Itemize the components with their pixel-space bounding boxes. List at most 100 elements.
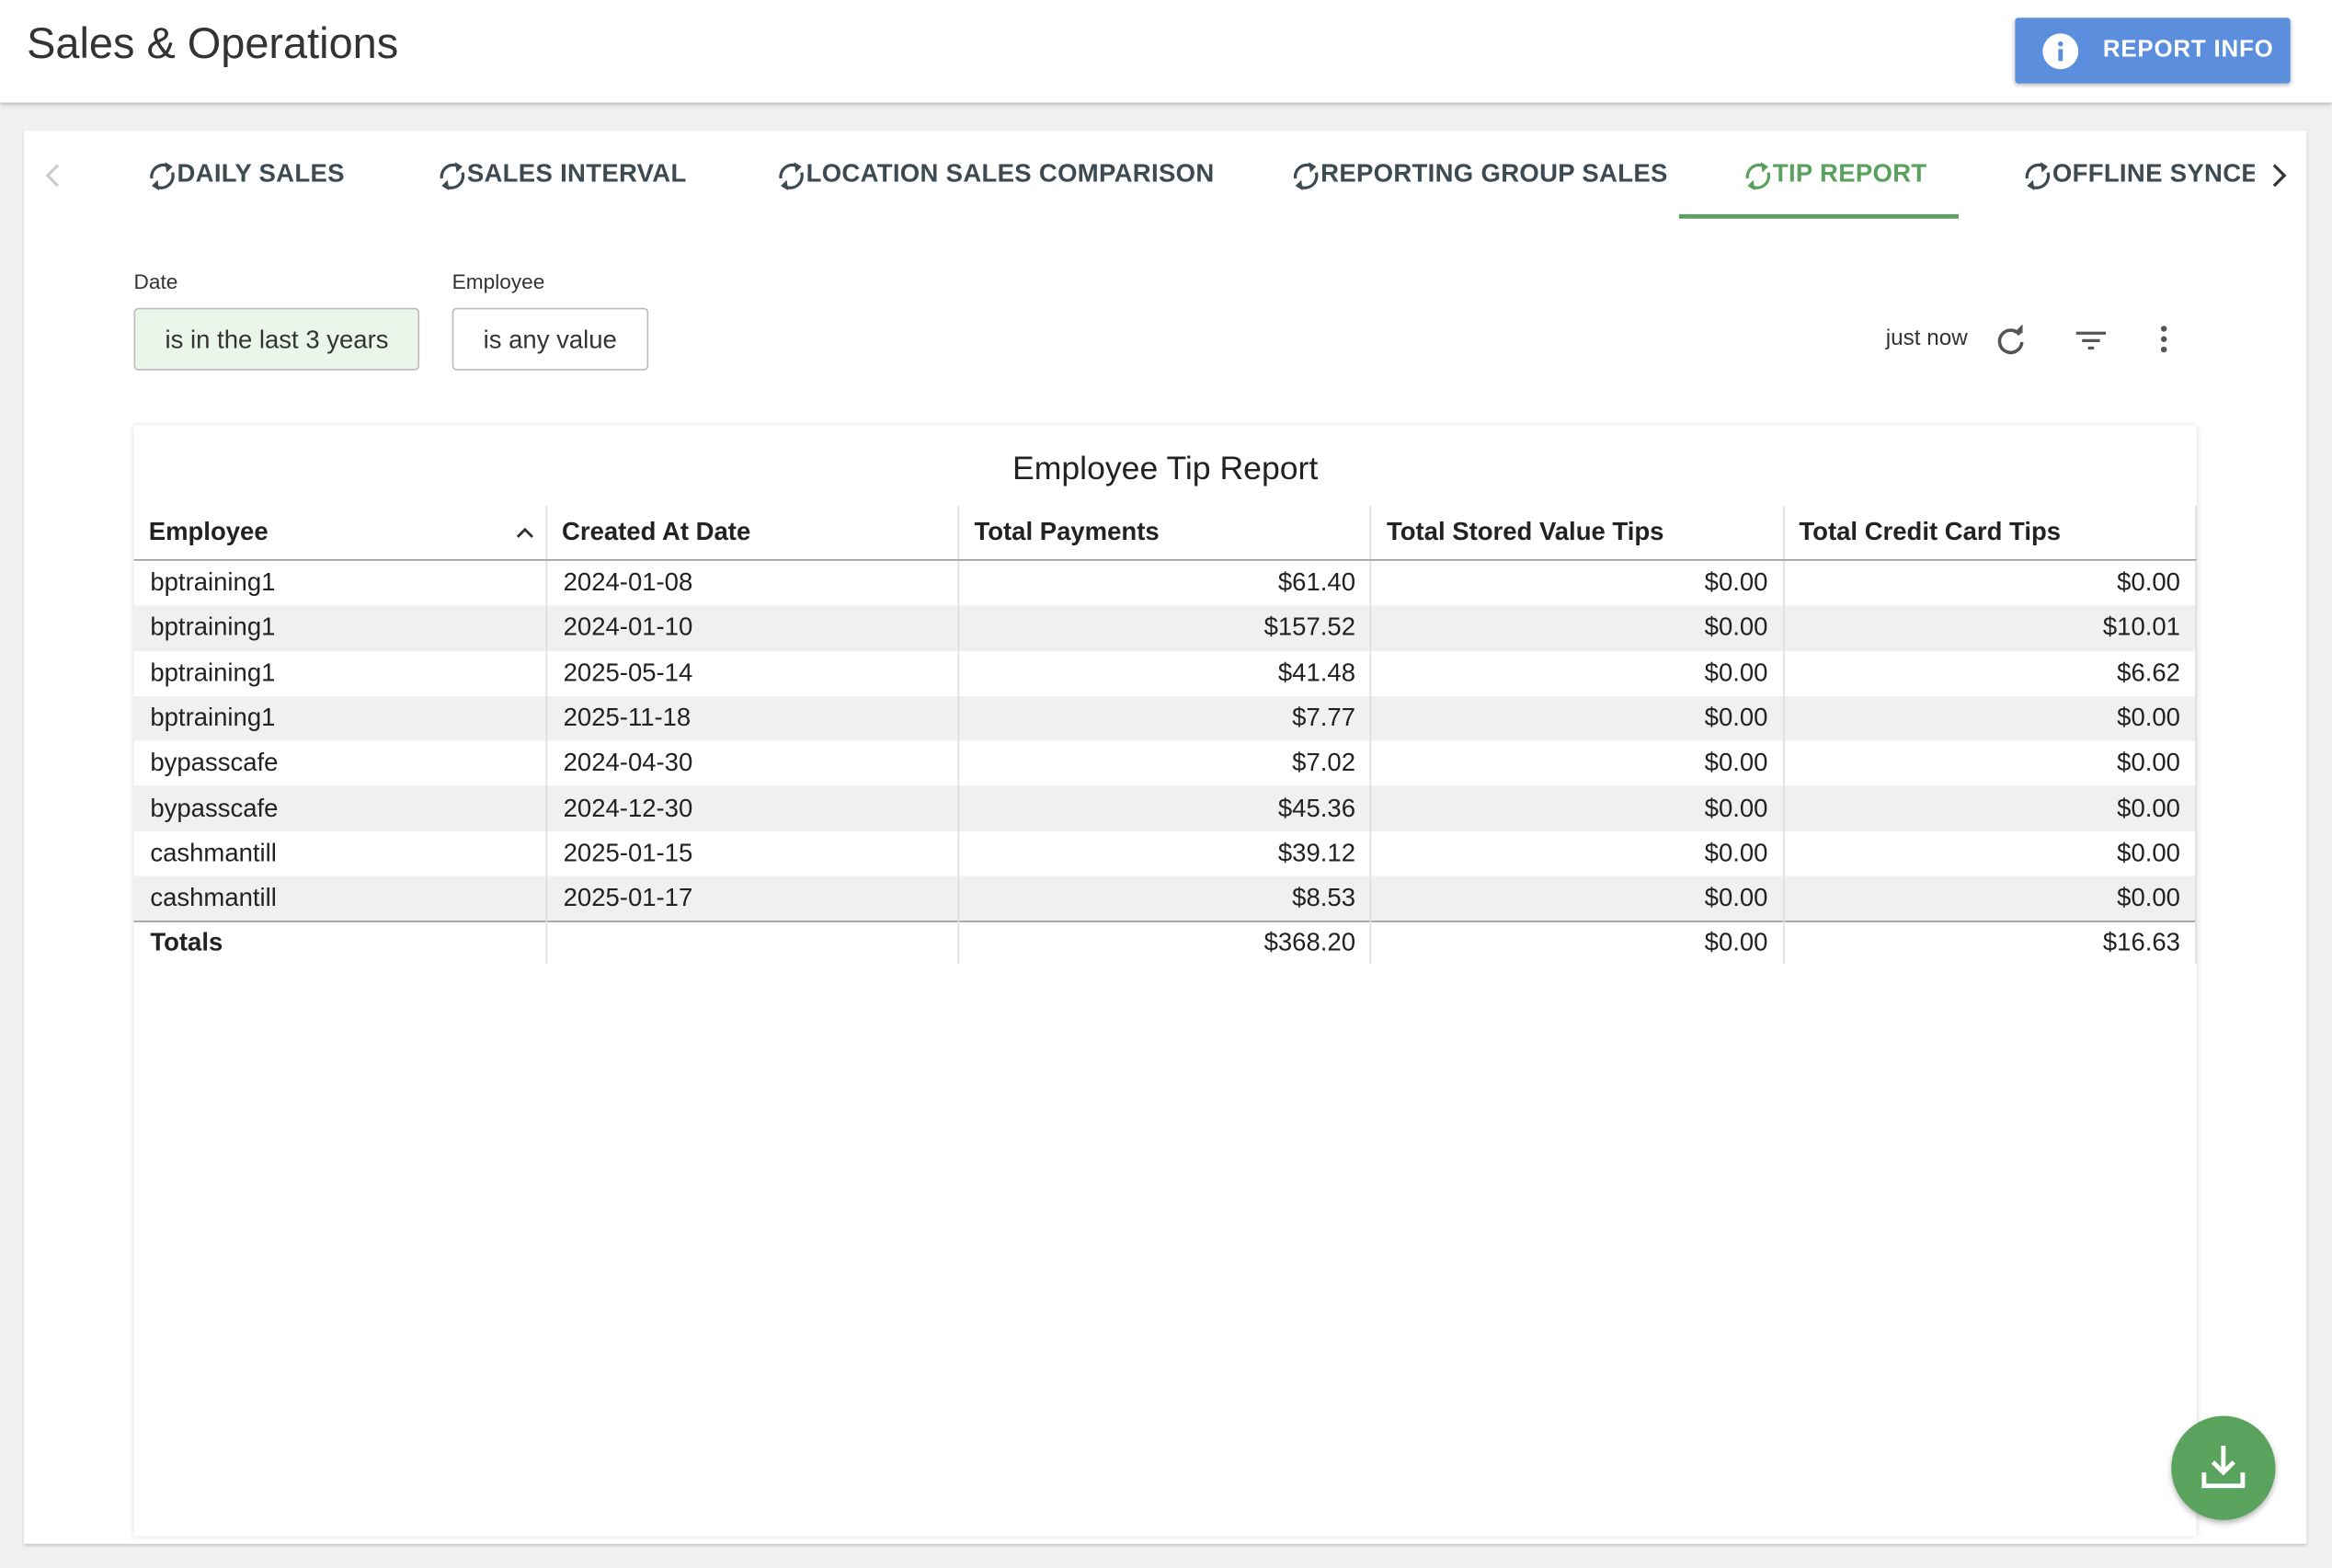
total-cell: $0.00 bbox=[1370, 921, 1785, 965]
cell: $41.48 bbox=[958, 650, 1372, 696]
cell: cashmantill bbox=[133, 830, 547, 876]
report-info-button[interactable]: REPORT INFO bbox=[2015, 17, 2291, 84]
column-header[interactable]: Total Stored Value Tips bbox=[1370, 505, 1785, 561]
cell: $0.00 bbox=[1783, 740, 2197, 786]
tab-underline bbox=[1678, 213, 1959, 219]
cell: $8.53 bbox=[958, 876, 1372, 922]
table-row: bptraining1 2025-11-18 $7.77 $0.00 $0.00 bbox=[133, 695, 2197, 741]
tab[interactable]: REPORTING GROUP SALES bbox=[1293, 159, 1668, 191]
table-row: bypasscafe 2024-12-30 $45.36 $0.00 $0.00 bbox=[133, 785, 2197, 831]
cell: 2025-01-17 bbox=[546, 876, 960, 922]
table-row: bptraining1 2025-05-14 $41.48 $0.00 $6.62 bbox=[133, 650, 2197, 696]
total-cell: Totals bbox=[133, 921, 547, 965]
info-icon bbox=[2042, 33, 2079, 70]
cell: $0.00 bbox=[1370, 830, 1785, 876]
filter-value[interactable]: is any value bbox=[452, 307, 648, 371]
page-title: Sales & Operations bbox=[27, 20, 399, 69]
tab-label: OFFLINE SYNCED bbox=[2052, 159, 2278, 188]
table-row: bptraining1 2024-01-10 $157.52 $0.00 $10.01 bbox=[133, 605, 2197, 651]
total-cell: $16.63 bbox=[1783, 921, 2197, 965]
cell: bypasscafe bbox=[133, 785, 547, 831]
header-row: Employee Created At Date Total Payments Tot… bbox=[133, 505, 2197, 561]
cell: bptraining1 bbox=[133, 559, 547, 606]
sync-icon bbox=[150, 162, 175, 191]
cell: 2024-12-30 bbox=[546, 785, 960, 831]
tab[interactable]: SALES INTERVAL bbox=[440, 159, 687, 191]
status-text: just now bbox=[1885, 326, 1968, 351]
sync-icon bbox=[1293, 162, 1319, 191]
refresh-button[interactable] bbox=[1995, 324, 2028, 358]
report-card: DAILY SALES SALES INTERVAL LOCATION SALES … bbox=[23, 131, 2307, 1544]
column-header[interactable]: Total Payments bbox=[958, 505, 1372, 561]
cell: $0.00 bbox=[1783, 876, 2197, 922]
cell: $0.00 bbox=[1370, 650, 1785, 696]
table-row: cashmantill 2025-01-17 $8.53 $0.00 $0.00 bbox=[133, 876, 2197, 922]
cell: bptraining1 bbox=[133, 605, 547, 651]
cell: $0.00 bbox=[1370, 785, 1785, 831]
cell: $0.00 bbox=[1370, 559, 1785, 606]
sync-icon bbox=[779, 162, 804, 191]
tab-bar: DAILY SALES SALES INTERVAL LOCATION SALES … bbox=[24, 131, 2307, 221]
more-button[interactable] bbox=[2154, 323, 2175, 356]
cell: $61.40 bbox=[958, 559, 1372, 606]
cell: $0.00 bbox=[1783, 785, 2197, 831]
cell: $0.00 bbox=[1783, 830, 2197, 876]
cell: $0.00 bbox=[1783, 559, 2197, 606]
column-header[interactable]: Total Credit Card Tips bbox=[1783, 505, 2197, 561]
cell: 2024-01-10 bbox=[546, 605, 960, 651]
tab-label: TIP REPORT bbox=[1772, 159, 1927, 188]
filter-value[interactable]: is in the last 3 years bbox=[133, 307, 420, 371]
cell: $0.00 bbox=[1370, 740, 1785, 786]
cell: $45.36 bbox=[958, 785, 1372, 831]
sync-icon bbox=[440, 162, 465, 191]
cell: bptraining1 bbox=[133, 650, 547, 696]
cell: $0.00 bbox=[1783, 695, 2197, 741]
download-icon bbox=[2201, 1446, 2246, 1489]
filter-label: Employee bbox=[452, 269, 545, 293]
table-row: bptraining1 2024-01-08 $61.40 $0.00 $0.00 bbox=[133, 559, 2197, 606]
tab[interactable]: OFFLINE SYNCED bbox=[2025, 159, 2278, 191]
cell: 2025-01-15 bbox=[546, 830, 960, 876]
cell: 2024-01-08 bbox=[546, 559, 960, 606]
header: Sales & Operations REPORT INFO bbox=[0, 0, 2332, 103]
sync-icon bbox=[1745, 162, 1771, 191]
download-button[interactable] bbox=[2171, 1415, 2276, 1520]
cell: cashmantill bbox=[133, 876, 547, 922]
cell: bptraining1 bbox=[133, 695, 547, 741]
cell: 2025-11-18 bbox=[546, 695, 960, 741]
cell: $7.77 bbox=[958, 695, 1372, 741]
tab-next[interactable] bbox=[2254, 131, 2307, 221]
cell: $157.52 bbox=[958, 605, 1372, 651]
cell: $10.01 bbox=[1783, 605, 2197, 651]
filter-button[interactable] bbox=[2075, 326, 2108, 355]
tab-prev[interactable] bbox=[41, 161, 65, 190]
tab[interactable]: TIP REPORT bbox=[1745, 159, 1927, 191]
table-panel: Employee Tip Report Employee Created At D… bbox=[133, 425, 2197, 1537]
tab-label: SALES INTERVAL bbox=[466, 159, 687, 188]
cell: $7.02 bbox=[958, 740, 1372, 786]
cell: 2025-05-14 bbox=[546, 650, 960, 696]
tip-table: Employee Created At Date Total Payments Tot… bbox=[133, 505, 2197, 965]
table-row: cashmantill 2025-01-15 $39.12 $0.00 $0.00 bbox=[133, 830, 2197, 876]
cell: $39.12 bbox=[958, 830, 1372, 876]
filter-label: Date bbox=[133, 269, 178, 293]
total-cell bbox=[546, 921, 960, 965]
cell: $6.62 bbox=[1783, 650, 2197, 696]
total-cell: $368.20 bbox=[958, 921, 1372, 965]
tab-label: REPORTING GROUP SALES bbox=[1320, 159, 1668, 188]
tab-next-icon bbox=[2272, 164, 2287, 188]
tab-label: LOCATION SALES COMPARISON bbox=[806, 159, 1215, 188]
tab[interactable]: DAILY SALES bbox=[150, 159, 345, 191]
tab-label: DAILY SALES bbox=[177, 159, 345, 188]
table-row: bypasscafe 2024-04-30 $7.02 $0.00 $0.00 bbox=[133, 740, 2197, 786]
tab[interactable]: LOCATION SALES COMPARISON bbox=[779, 159, 1215, 191]
sync-icon bbox=[2025, 162, 2051, 191]
table-title: Employee Tip Report bbox=[1012, 449, 1319, 486]
column-header[interactable]: Employee bbox=[133, 505, 547, 561]
totals-row: Totals $368.20 $0.00 $16.63 bbox=[133, 921, 2197, 965]
button-label: REPORT INFO bbox=[2102, 37, 2274, 63]
column-header[interactable]: Created At Date bbox=[546, 505, 960, 561]
cell: $0.00 bbox=[1370, 695, 1785, 741]
